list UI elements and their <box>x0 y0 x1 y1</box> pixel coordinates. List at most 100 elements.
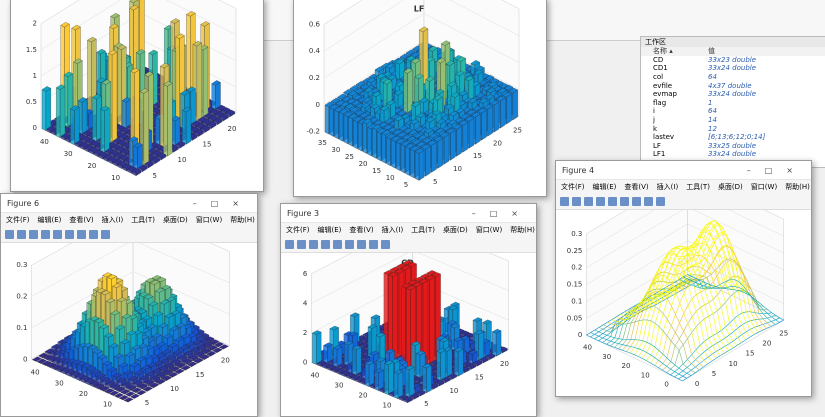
bar-face <box>500 98 505 128</box>
tool-button[interactable] <box>321 240 330 249</box>
z-tick-label: 4 <box>303 299 308 307</box>
bar-face <box>60 87 65 138</box>
tool-button[interactable] <box>369 240 378 249</box>
workspace-cell: [6;13;6;12;0;14] <box>708 133 765 141</box>
menu-item[interactable]: 查看(V) <box>349 225 373 235</box>
bar-face <box>392 139 396 168</box>
z-tick-label: 1 <box>33 72 37 80</box>
menu-item[interactable]: 桌面(D) <box>443 225 468 235</box>
y-tick-label: 20 <box>500 360 509 368</box>
workspace-cell: CD1 <box>641 64 708 72</box>
bar-face <box>197 43 202 122</box>
x-tick-label: 30 <box>55 379 64 387</box>
title-bar: Figure 3–□× <box>281 204 536 223</box>
bar-face <box>212 84 216 110</box>
menu-item[interactable]: 文件(F) <box>6 215 30 225</box>
workspace-cell: 64 <box>708 73 717 81</box>
bar <box>92 94 101 142</box>
y-tick-label: 10 <box>178 156 187 164</box>
bar-face <box>415 152 419 181</box>
bar-face <box>401 144 405 173</box>
menu-item[interactable]: 工具(T) <box>411 225 435 235</box>
bar-face <box>507 94 512 124</box>
menu-item[interactable]: 编辑(E) <box>38 215 62 225</box>
y-tick-label: 15 <box>473 152 482 160</box>
bar-face <box>372 128 376 159</box>
window-controls[interactable]: –□× <box>472 209 536 218</box>
tool-button[interactable] <box>285 240 294 249</box>
bar-face <box>100 109 104 153</box>
bar-face <box>155 117 159 145</box>
menu-item[interactable]: 查看(V) <box>69 215 93 225</box>
tool-button[interactable] <box>333 240 342 249</box>
x-tick-label: 40 <box>31 369 40 377</box>
bar-face <box>387 137 391 166</box>
workspace-cell: j <box>641 116 708 124</box>
menu-item[interactable]: 插入(I) <box>382 225 404 235</box>
bar <box>415 148 424 180</box>
tool-button[interactable] <box>17 230 26 239</box>
figure-window: Figure 3–□× 文件(F) 编辑(E) 查看(V) 插入(I) 工具(T) 桌面(D… <box>280 203 537 417</box>
bar-face <box>425 146 430 176</box>
tool-button[interactable] <box>65 230 74 239</box>
workspace-row: lastev[6;13;6;12;0;14] <box>641 133 825 142</box>
workspace-cell: lastev <box>641 133 708 141</box>
z-tick-label: 0.6 <box>309 20 321 28</box>
tool-button[interactable] <box>309 240 318 249</box>
workspace-cell: CD <box>641 56 708 64</box>
bar <box>42 86 51 130</box>
z-tick-label: 2 <box>303 329 307 337</box>
tool-button[interactable] <box>101 230 110 239</box>
tool-button[interactable] <box>53 230 62 239</box>
menu-item[interactable]: 工具(T) <box>131 215 155 225</box>
bar-face <box>438 138 443 168</box>
menu-item[interactable]: 编辑(E) <box>318 225 342 235</box>
menu-item[interactable]: 帮助(H) <box>230 215 255 225</box>
menu-item[interactable]: 帮助(H) <box>510 225 535 235</box>
menu-item[interactable]: 窗口(W) <box>196 215 222 225</box>
workspace-cell: evfile <box>641 82 708 90</box>
z-tick-label: 6 <box>303 270 308 278</box>
bar-face <box>74 107 79 145</box>
bar-face <box>339 112 343 141</box>
menu-item[interactable]: 文件(F) <box>286 225 310 235</box>
bar-face <box>432 142 437 172</box>
bar <box>171 116 180 146</box>
workspace-cell: 33x25 double <box>708 142 756 150</box>
workspace-cell: col <box>641 73 708 81</box>
window-controls[interactable]: –□× <box>193 199 257 208</box>
bar <box>492 329 501 356</box>
tool-button[interactable] <box>89 230 98 239</box>
tool-button[interactable] <box>5 230 14 239</box>
bar-face <box>492 332 496 357</box>
menu-item[interactable]: 窗口(W) <box>476 225 502 235</box>
tool-button[interactable] <box>381 240 390 249</box>
bar-face <box>163 84 167 156</box>
x-tick-label: 20 <box>87 162 96 170</box>
bar-face <box>330 108 334 137</box>
tool-button[interactable] <box>29 230 38 239</box>
bar-face <box>411 149 415 178</box>
menu-item[interactable]: 桌面(D) <box>163 215 188 225</box>
workspace-cell: 4x37 double <box>708 82 752 90</box>
tool-button[interactable] <box>77 230 86 239</box>
bar-face <box>475 114 480 144</box>
z-tick-label: 0.2 <box>309 74 320 82</box>
tool-button[interactable] <box>297 240 306 249</box>
tool-button[interactable] <box>345 240 354 249</box>
tool-button[interactable] <box>357 240 366 249</box>
workspace-cell: 33x24 double <box>708 150 756 158</box>
y-tick-label: 10 <box>453 165 462 173</box>
menu-item[interactable]: 插入(I) <box>102 215 124 225</box>
tool-button[interactable] <box>41 230 50 239</box>
bar-face <box>144 90 149 165</box>
bar-face <box>482 110 487 140</box>
